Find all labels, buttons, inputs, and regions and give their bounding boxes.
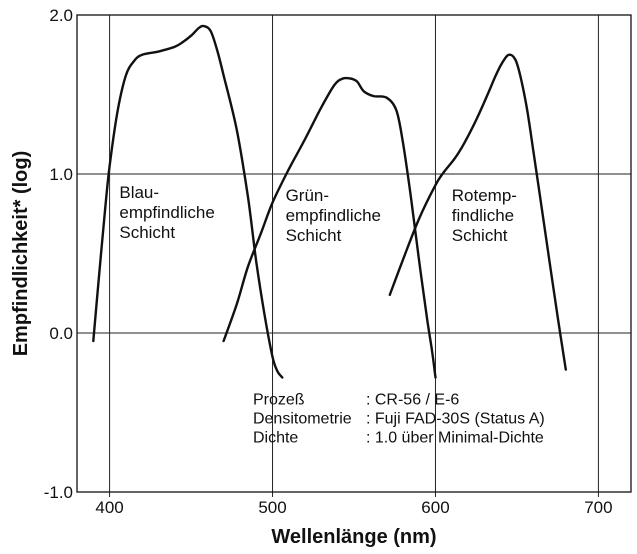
annotation-key: Dichte (253, 430, 298, 447)
y-tick-label: 1.0 (49, 165, 73, 184)
plot-frame (76, 14, 632, 493)
blue-sensitive-layer-curve (92, 24, 284, 379)
curve-label-line: findliche (452, 206, 514, 225)
curve-label-line: Schicht (119, 223, 175, 242)
y-axis-title: Empfindlichkeit* (log) (10, 151, 32, 357)
curve-label-line: Blau- (119, 183, 159, 202)
x-axis-title: Wellenlänge (nm) (271, 526, 436, 548)
curve-label-line: Schicht (286, 226, 342, 245)
process-annotation: Prozeß : CR-56 / E-6 Densitometrie : Fuji F… (253, 392, 545, 447)
annotation-key: Densitometrie (253, 411, 352, 428)
y-tick-label: -1.0 (44, 483, 73, 502)
series-curves (92, 24, 567, 379)
curve-label-line: Grün- (286, 186, 329, 205)
green-sensitive-layer-curve (222, 76, 437, 379)
x-tick-label: 700 (584, 498, 612, 517)
x-tick-label: 600 (421, 498, 449, 517)
annotation-value: : CR-56 / E-6 (366, 392, 459, 409)
red-sensitive-layer-curve (388, 53, 567, 371)
curve-label-line: Rotemp- (452, 186, 517, 205)
y-tick-label: 2.0 (49, 6, 73, 25)
annotation-key: Prozeß (253, 392, 305, 409)
green-sensitive-layer-label: Grün-empfindliche Schicht (286, 186, 381, 245)
annotation-value: : Fuji FAD-30S (Status A) (366, 411, 545, 428)
y-tick-label: 0.0 (49, 324, 73, 343)
curve-label-line: empfindliche (286, 206, 381, 225)
annotation-value: : 1.0 über Minimal-Dichte (366, 430, 544, 447)
blue-sensitive-layer-label: Blau-empfindliche Schicht (119, 183, 214, 242)
tick-labels: 400 500 600 700 2.0 1.0 0.0 -1.0 (44, 6, 613, 517)
x-tick-label: 500 (258, 498, 286, 517)
curve-labels: Blau-empfindliche SchichtGrün-empfindlich… (119, 183, 517, 245)
curve-label-line: empfindliche (119, 203, 214, 222)
curve-label-line: Schicht (452, 226, 508, 245)
x-tick-label: 400 (95, 498, 123, 517)
red-sensitive-layer-label: Rotemp-findliche Schicht (452, 186, 517, 245)
